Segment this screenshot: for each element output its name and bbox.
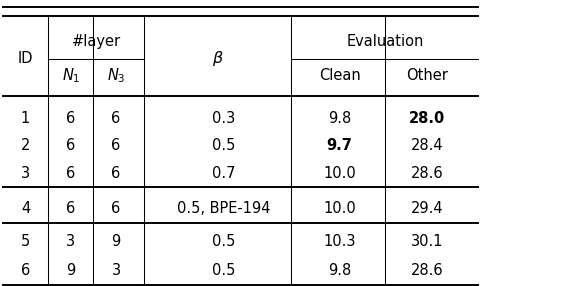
Text: 9: 9 (66, 263, 75, 278)
Text: 3: 3 (66, 234, 75, 249)
Text: 6: 6 (112, 201, 121, 216)
Text: 6: 6 (112, 166, 121, 180)
Text: 0.5: 0.5 (212, 234, 235, 249)
Text: $\beta$: $\beta$ (212, 49, 224, 68)
Text: 4: 4 (21, 201, 30, 216)
Text: 29.4: 29.4 (411, 201, 444, 216)
Text: $N_1$: $N_1$ (62, 66, 80, 85)
Text: $N_3$: $N_3$ (107, 66, 125, 85)
Text: 5: 5 (21, 234, 30, 249)
Text: Clean: Clean (319, 68, 361, 83)
Text: 6: 6 (66, 138, 75, 153)
Text: 28.6: 28.6 (411, 263, 444, 278)
Text: 0.5: 0.5 (212, 263, 235, 278)
Text: 0.5: 0.5 (212, 138, 235, 153)
Text: 28.0: 28.0 (409, 111, 445, 126)
Text: 9.7: 9.7 (327, 138, 353, 153)
Text: 0.5, BPE-194: 0.5, BPE-194 (177, 201, 271, 216)
Text: 3: 3 (21, 166, 30, 180)
Text: 0.3: 0.3 (212, 111, 235, 126)
Text: 28.4: 28.4 (411, 138, 444, 153)
Text: 6: 6 (112, 138, 121, 153)
Text: 9.8: 9.8 (328, 263, 351, 278)
Text: #layer: #layer (72, 34, 121, 49)
Text: 2: 2 (21, 138, 30, 153)
Text: Evaluation: Evaluation (346, 34, 423, 49)
Text: 30.1: 30.1 (411, 234, 444, 249)
Text: 1: 1 (21, 111, 30, 126)
Text: 9.8: 9.8 (328, 111, 351, 126)
Text: Other: Other (406, 68, 448, 83)
Text: 28.6: 28.6 (411, 166, 444, 180)
Text: 6: 6 (21, 263, 30, 278)
Text: 6: 6 (66, 111, 75, 126)
Text: 6: 6 (66, 201, 75, 216)
Text: 0.7: 0.7 (212, 166, 235, 180)
Text: 10.0: 10.0 (323, 166, 356, 180)
Text: 6: 6 (112, 111, 121, 126)
Text: 10.0: 10.0 (323, 201, 356, 216)
Text: ID: ID (18, 51, 33, 66)
Text: 6: 6 (66, 166, 75, 180)
Text: 3: 3 (112, 263, 121, 278)
Text: 10.3: 10.3 (323, 234, 356, 249)
Text: 9: 9 (112, 234, 121, 249)
